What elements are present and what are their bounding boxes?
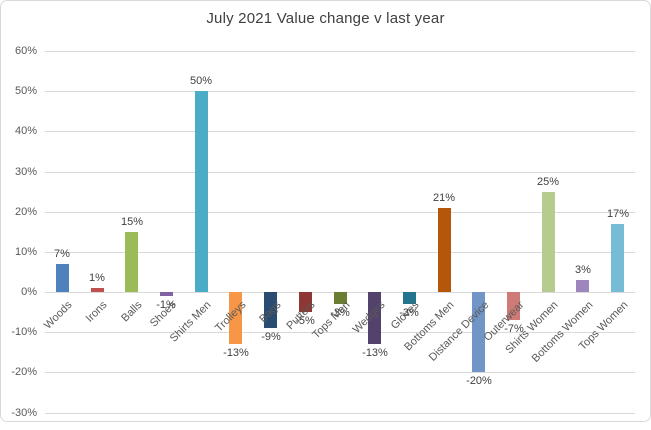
bar-gloves[interactable] xyxy=(403,292,416,304)
y-axis-tick-label: -30% xyxy=(11,407,37,419)
gridline xyxy=(45,172,635,173)
data-label: -1% xyxy=(156,299,176,311)
below-chart-background xyxy=(0,422,651,430)
data-label: -20% xyxy=(466,375,492,387)
y-axis-tick-label: 10% xyxy=(14,246,37,258)
bar-trolleys[interactable] xyxy=(229,292,242,344)
gridline xyxy=(45,332,635,333)
y-axis-tick-label: 60% xyxy=(14,45,37,57)
data-label: 25% xyxy=(536,176,560,188)
gridline xyxy=(45,51,635,52)
bar-shirts-women[interactable] xyxy=(542,192,555,292)
data-label: -13% xyxy=(223,347,249,359)
bar-shoes[interactable] xyxy=(160,292,173,296)
data-label: -13% xyxy=(362,347,388,359)
gridline xyxy=(45,212,635,213)
bar-tops-women[interactable] xyxy=(611,224,624,292)
bar-shirts-men[interactable] xyxy=(195,91,208,292)
bar-tops-men[interactable] xyxy=(334,292,347,304)
gridline xyxy=(45,91,635,92)
bar-distance-device[interactable] xyxy=(472,292,485,372)
plot-area: 60% 50% 40% 30% 20% 10% 0% -10% -20% -30% 7% Woods 1… xyxy=(1,1,650,421)
bar-bottoms-men[interactable] xyxy=(438,208,451,292)
y-axis-tick-label: 30% xyxy=(14,166,37,178)
gridline xyxy=(45,252,635,253)
data-label: 3% xyxy=(575,264,591,276)
y-axis-tick-label: 50% xyxy=(14,85,37,97)
gridline xyxy=(45,372,635,373)
y-axis-tick-label: 40% xyxy=(14,125,37,137)
data-label: 17% xyxy=(606,208,630,220)
y-axis-tick-label: 20% xyxy=(14,206,37,218)
bar-irons[interactable] xyxy=(91,288,104,292)
bar-outerwear[interactable] xyxy=(507,292,520,320)
data-label: 7% xyxy=(54,248,70,260)
data-label: 50% xyxy=(189,75,213,87)
y-axis-tick-label: 0% xyxy=(21,286,37,298)
data-label: 1% xyxy=(89,272,105,284)
data-label: 21% xyxy=(432,192,456,204)
data-label: -7% xyxy=(504,323,524,335)
bar-bags[interactable] xyxy=(264,292,277,328)
bar-balls[interactable] xyxy=(125,232,138,292)
gridline xyxy=(45,413,635,414)
y-axis-tick-label: -10% xyxy=(11,326,37,338)
data-label: -3% xyxy=(330,307,350,319)
bar-bottoms-women[interactable] xyxy=(576,280,589,292)
bar-putters[interactable] xyxy=(299,292,312,312)
bar-wedges[interactable] xyxy=(368,292,381,344)
data-label: 15% xyxy=(120,216,144,228)
chart-title: July 2021 Value change v last year xyxy=(206,10,445,27)
data-label: -3% xyxy=(399,307,419,319)
data-label: -5% xyxy=(295,315,315,327)
bar-woods[interactable] xyxy=(56,264,69,292)
data-label: -9% xyxy=(261,331,281,343)
y-axis-tick-label: -20% xyxy=(11,366,37,378)
gridline xyxy=(45,131,635,132)
